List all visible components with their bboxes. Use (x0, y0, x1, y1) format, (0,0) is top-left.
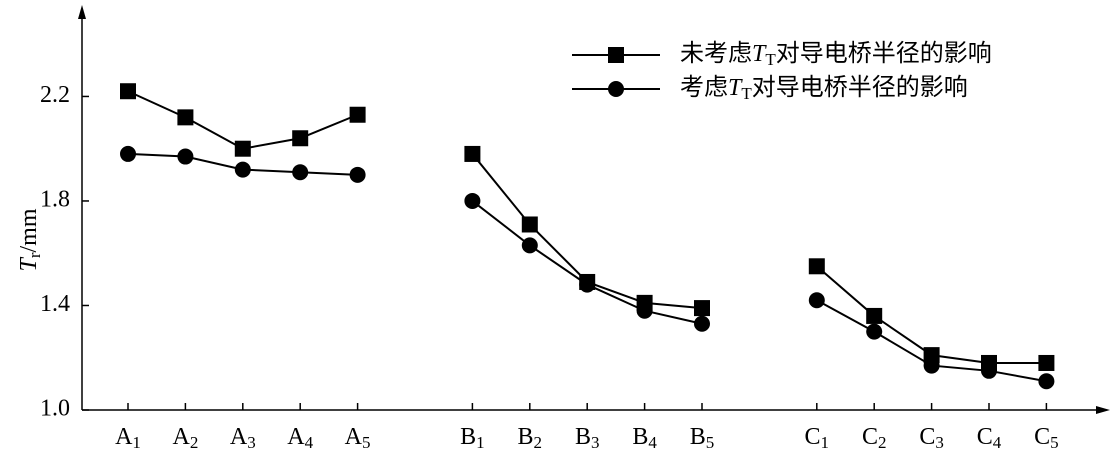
marker (292, 130, 309, 147)
legend-label: 未考虑TT对导电桥半径的影响 (680, 40, 992, 69)
marker (1038, 354, 1055, 371)
series-line (127, 152, 1047, 383)
marker (923, 357, 940, 374)
y-tick-label: 1.4 (40, 291, 70, 317)
x-tick-label: C5 (1034, 424, 1059, 452)
x-tick-label: A5 (345, 424, 371, 452)
marker (120, 83, 136, 100)
x-tick-label: A4 (287, 424, 313, 452)
x-tick-label: A1 (115, 424, 141, 452)
marker (292, 164, 309, 181)
marker (177, 109, 194, 126)
x-tick-label: B5 (690, 424, 715, 452)
marker (464, 192, 481, 209)
marker (521, 237, 538, 254)
y-tick-label: 2.2 (40, 82, 70, 108)
marker (808, 292, 825, 309)
x-axis-arrow (1096, 406, 1110, 414)
marker (579, 276, 596, 293)
y-tick-label: 1.0 (40, 396, 70, 422)
marker (636, 302, 653, 319)
x-tick-label: C2 (862, 424, 887, 452)
y-axis-label: Tr/mm (16, 208, 44, 271)
marker (808, 258, 825, 275)
y-tick-label: 1.8 (40, 186, 70, 212)
marker (521, 216, 538, 233)
x-tick-label: B4 (632, 424, 657, 452)
x-tick-label: B3 (575, 424, 600, 452)
marker (234, 140, 251, 157)
marker (349, 166, 366, 183)
x-tick-label: B1 (460, 424, 485, 452)
marker (981, 362, 997, 379)
series-line (127, 90, 1047, 364)
marker (349, 106, 366, 123)
marker (177, 148, 194, 165)
x-tick-label: C1 (805, 424, 830, 452)
x-tick-label: C3 (919, 424, 944, 452)
legend-label: 考虑TT对导电桥半径的影响 (680, 74, 968, 103)
marker (694, 300, 710, 317)
marker (866, 307, 883, 324)
legend-marker (608, 81, 624, 97)
x-tick-label: A3 (230, 424, 256, 452)
marker (1038, 373, 1055, 390)
x-tick-label: A2 (172, 424, 198, 452)
marker (694, 315, 710, 332)
y-axis-arrow (78, 5, 86, 19)
marker (866, 323, 883, 340)
marker (464, 145, 481, 162)
legend-marker (608, 47, 624, 63)
x-tick-label: C4 (977, 424, 1002, 452)
marker (120, 145, 136, 162)
x-tick-label: B2 (518, 424, 543, 452)
marker (234, 161, 251, 178)
